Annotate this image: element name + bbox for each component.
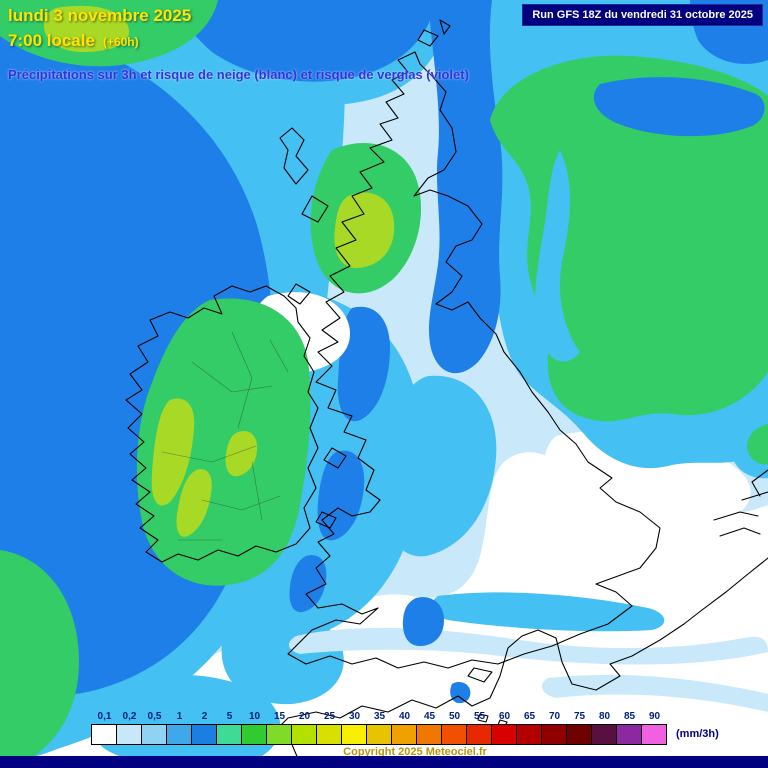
legend-swatch [641, 724, 667, 745]
legend-value: 55 [473, 711, 486, 722]
legend-value: 80 [598, 711, 611, 722]
legend-swatch [416, 724, 442, 745]
coastlines [125, 19, 768, 768]
legend-swatch [516, 724, 542, 745]
forecast-time-text: 7:00 locale [8, 31, 95, 50]
legend-value: 60 [498, 711, 511, 722]
coast-islands-other [315, 447, 508, 728]
forecast-date: lundi 3 novembre 2025 [8, 6, 192, 25]
copyright-text: Copyright 2025 Meteociel.fr [343, 746, 487, 758]
legend-value: 15 [273, 711, 286, 722]
legend-swatch [341, 724, 367, 745]
precipitation-scale: 0,1 0,2 0,5 1 2 5 10 15 20 25 30 35 40 45 50 55 60 65 70 75… [91, 711, 667, 745]
map-legend-subtitle: Précipitations sur 3h et risque de neige… [8, 67, 469, 82]
legend-value: 40 [398, 711, 411, 722]
coast-ireland [125, 285, 319, 563]
legend-value: 65 [523, 711, 536, 722]
legend-swatches [91, 724, 667, 745]
legend-swatch [541, 724, 567, 745]
legend-swatch [491, 724, 517, 745]
legend-swatch [91, 724, 117, 745]
legend-value: 0,1 [97, 711, 112, 722]
bottom-bar [0, 756, 768, 768]
legend-value: 30 [348, 711, 361, 722]
forecast-time: 7:00 locale (+60h) [8, 31, 139, 51]
legend-swatch [141, 724, 167, 745]
legend-value: 90 [648, 711, 661, 722]
legend-unit: (mm/3h) [676, 728, 719, 740]
legend-value: 1 [176, 711, 183, 722]
legend-swatch [466, 724, 492, 745]
legend-swatch [366, 724, 392, 745]
legend-swatch [316, 724, 342, 745]
legend-swatch [191, 724, 217, 745]
legend-value: 85 [623, 711, 636, 722]
legend-swatch [216, 724, 242, 745]
legend-value: 45 [423, 711, 436, 722]
legend-swatch [291, 724, 317, 745]
channel-precip-layer [288, 592, 768, 712]
legend-value: 50 [448, 711, 461, 722]
legend-swatch [591, 724, 617, 745]
legend-value: 0,5 [147, 711, 162, 722]
legend-swatch [266, 724, 292, 745]
coast-france [271, 557, 768, 768]
legend-value: 5 [226, 711, 233, 722]
legend-value: 75 [573, 711, 586, 722]
model-run-info: Run GFS 18Z du vendredi 31 octobre 2025 [522, 4, 763, 26]
precip-layer-yellowgreen [44, 5, 395, 537]
legend-swatch [241, 724, 267, 745]
forecast-offset: (+60h) [102, 35, 139, 49]
legend-value: 0,2 [122, 711, 137, 722]
legend-swatch [566, 724, 592, 745]
coast-islands-scotland [279, 19, 451, 305]
ireland-county-borders [161, 331, 289, 541]
legend-swatch [166, 724, 192, 745]
legend-value: 20 [298, 711, 311, 722]
legend-labels: 0,1 0,2 0,5 1 2 5 10 15 20 25 30 35 40 45 50 55 60 65 70 75… [92, 711, 667, 722]
coast-great-britain [287, 51, 661, 669]
legend-swatch [391, 724, 417, 745]
legend-swatch [116, 724, 142, 745]
coast-netherlands [713, 469, 768, 537]
legend-value: 70 [548, 711, 561, 722]
legend-swatch [616, 724, 642, 745]
legend-value: 2 [201, 711, 208, 722]
legend-value: 25 [323, 711, 336, 722]
legend-swatch [441, 724, 467, 745]
legend-value: 35 [373, 711, 386, 722]
legend-value: 10 [248, 711, 261, 722]
